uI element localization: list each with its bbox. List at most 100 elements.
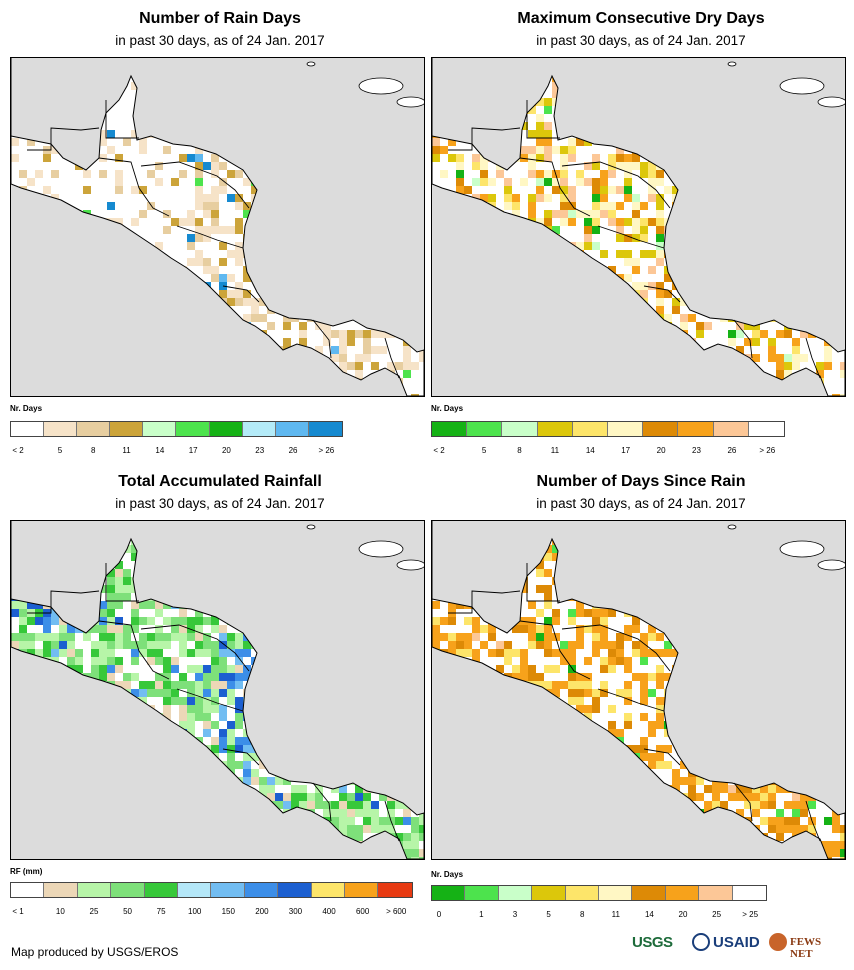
grid-cell: [600, 609, 608, 617]
grid-cell: [163, 641, 171, 649]
legend-swatch: [572, 422, 608, 436]
grid-cell: [760, 330, 768, 338]
grid-cell: [480, 657, 488, 665]
grid-cell: [624, 154, 632, 162]
country-border: [733, 319, 753, 359]
grid-cell: [371, 330, 379, 338]
grid-cell: [187, 681, 195, 689]
grid-cell: [195, 194, 203, 202]
grid-cell: [640, 737, 648, 745]
grid-cell: [664, 673, 672, 681]
grid-cell: [592, 154, 600, 162]
country-border: [561, 161, 671, 209]
grid-cell: [752, 322, 760, 330]
legend-swatch: [77, 422, 111, 436]
grid-cell: [576, 242, 584, 250]
grid-cell: [43, 641, 51, 649]
grid-cell: [608, 705, 616, 713]
grid-cell: [283, 322, 291, 330]
grid-cell: [664, 186, 672, 194]
grid-cell: [744, 322, 752, 330]
grid-cell: [544, 673, 552, 681]
grid-cell: [544, 553, 552, 561]
grid-cell: [528, 170, 536, 178]
grid-cell: [648, 689, 656, 697]
legend-swatch: [502, 422, 538, 436]
grid-cell: [203, 721, 211, 729]
grid-cell: [600, 170, 608, 178]
grid-cell: [115, 170, 123, 178]
grid-cell: [528, 162, 536, 170]
grid-cell: [624, 258, 632, 266]
grid-cell: [624, 218, 632, 226]
grid-cell: [584, 234, 592, 242]
grid-cell: [648, 649, 656, 657]
grid-cell: [187, 689, 195, 697]
grid-cell: [616, 234, 624, 242]
grid-cell: [592, 633, 600, 641]
grid-cell: [195, 713, 203, 721]
legend-label: 14: [155, 446, 165, 455]
grid-cell: [608, 665, 616, 673]
grid-cell: [792, 354, 800, 362]
grid-cell: [27, 601, 35, 609]
grid-cell: [592, 242, 600, 250]
legend-label: 23: [255, 446, 265, 455]
grid-cell: [203, 729, 211, 737]
country-border: [519, 157, 591, 217]
grid-cell: [608, 649, 616, 657]
grid-cell: [411, 849, 419, 857]
grid-cell: [656, 178, 664, 186]
grid-cell: [107, 130, 115, 138]
grid-cell: [504, 186, 512, 194]
legend-labels: < 2 5 8 11 14 17 20 23 26 > 26: [10, 446, 343, 458]
grid-cell: [560, 649, 568, 657]
grid-cell: [504, 649, 512, 657]
grid-cell: [363, 330, 371, 338]
grid-cell: [347, 833, 355, 841]
grid-cell: [235, 202, 243, 210]
grid-cell: [536, 186, 544, 194]
grid-cell: [472, 617, 480, 625]
grid-cell: [584, 218, 592, 226]
grid-cell: [656, 170, 664, 178]
legend-label: > 26: [318, 446, 335, 455]
grid-cell: [656, 721, 664, 729]
grid-cell: [307, 801, 315, 809]
grid-cell: [792, 346, 800, 354]
grid-cell: [640, 713, 648, 721]
grid-cell: [347, 330, 355, 338]
grid-cell: [432, 633, 440, 641]
grid-cell: [616, 202, 624, 210]
grid-cell: [552, 609, 560, 617]
grid-cell: [179, 697, 187, 705]
grid-cell: [235, 218, 243, 226]
grid-cell: [67, 657, 75, 665]
grid-cell: [355, 785, 363, 793]
grid-cell: [536, 170, 544, 178]
grid-cell: [67, 633, 75, 641]
grid-cell: [512, 625, 520, 633]
grid-cell: [131, 657, 139, 665]
grid-cell: [656, 210, 664, 218]
grid-cell: [227, 665, 235, 673]
grid-cell: [203, 162, 211, 170]
grid-cell: [123, 625, 131, 633]
grid-cell: [440, 609, 448, 617]
grid-cell: [227, 761, 235, 769]
grid-cell: [536, 130, 544, 138]
grid-cell: [395, 833, 403, 841]
legend-swatch: [211, 883, 245, 897]
grid-cell: [203, 689, 211, 697]
grid-cell: [51, 649, 59, 657]
grid-cell: [600, 633, 608, 641]
legend-swatch: [467, 422, 503, 436]
grid-cell: [331, 330, 339, 338]
grid-cell: [608, 186, 616, 194]
grid-cell: [203, 202, 211, 210]
grid-cell: [155, 673, 163, 681]
grid-cell: [464, 186, 472, 194]
grid-cell: [179, 617, 187, 625]
grid-cell: [784, 354, 792, 362]
grid-cell: [283, 338, 291, 346]
